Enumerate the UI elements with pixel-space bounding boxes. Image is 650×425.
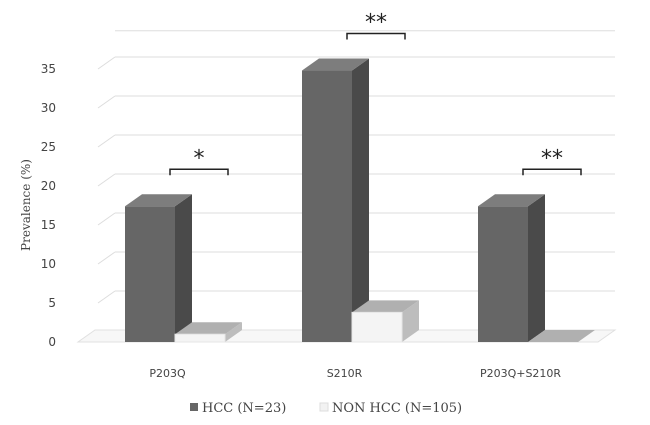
significance-mark: * [194,146,205,171]
bar-hcc-0-top [125,194,192,207]
bar-hcc-0-front [125,206,175,342]
significance-mark: ** [365,11,387,36]
gridline-side [97,251,116,265]
category-labels: P203Q S210R P203Q+S210R [149,367,561,380]
bar-hcc-1 [302,58,369,343]
y-tick-label: 5 [48,296,56,310]
bar-hcc-1-front [302,70,352,342]
x-tick-label: S210R [327,367,363,380]
bar-nonhcc-0-side [225,322,242,342]
x-tick-label: P203Q+S210R [480,367,561,380]
significance-bracket [346,32,406,40]
bar-hcc-1-top [302,58,369,71]
bar-hcc-0-side [175,194,192,342]
bar-nonhcc-1-top [352,300,419,313]
bar-hcc-2-side [528,194,545,342]
bar-nonhcc-1-front [351,311,403,343]
gridline-side [97,173,116,187]
significance-bracket [522,168,582,176]
y-tick-label: 25 [41,140,56,154]
y-tick-label: 15 [41,218,56,232]
bar-nonhcc-2-top [528,330,595,342]
y-axis: 0 5 10 15 20 25 30 35 [41,62,56,349]
bar-hcc-2-front [478,206,528,342]
bar-nonhcc-0-front [174,333,226,343]
gridline-side [97,95,116,109]
legend: HCC (N=23) NON HCC (N=105) [190,401,462,416]
y-tick-label: 35 [41,62,56,76]
bar-nonhcc-0-top [175,322,242,335]
legend-label: NON HCC (N=105) [332,401,462,416]
y-tick-label: 0 [48,335,56,349]
bar-nonhcc-1 [351,300,419,343]
y-tick-label: 30 [41,101,56,115]
bars [125,58,595,343]
y-tick-label: 10 [41,257,56,271]
legend-swatch [319,402,329,412]
gridline-side [97,134,116,148]
gridline-side [97,290,116,304]
bar-nonhcc-0 [174,322,242,343]
bar-hcc-1-side [352,58,369,343]
y-tick-label: 20 [41,179,56,193]
gridline-side [97,56,116,70]
significance-mark: ** [541,146,563,171]
gridline-side [97,212,116,226]
legend-swatch [190,403,198,411]
bar-hcc-0 [125,194,192,342]
bar-nonhcc-2 [528,330,595,342]
y-axis-label: Prevalence (%) [19,159,33,251]
significance-bracket [169,168,229,176]
bar-hcc-2-top [478,194,545,207]
legend-label: HCC (N=23) [202,401,286,416]
bar-nonhcc-1-side [402,300,419,342]
x-tick-label: P203Q [149,367,186,380]
significance-markers: ***** [169,11,582,176]
bar-hcc-2 [478,194,545,342]
